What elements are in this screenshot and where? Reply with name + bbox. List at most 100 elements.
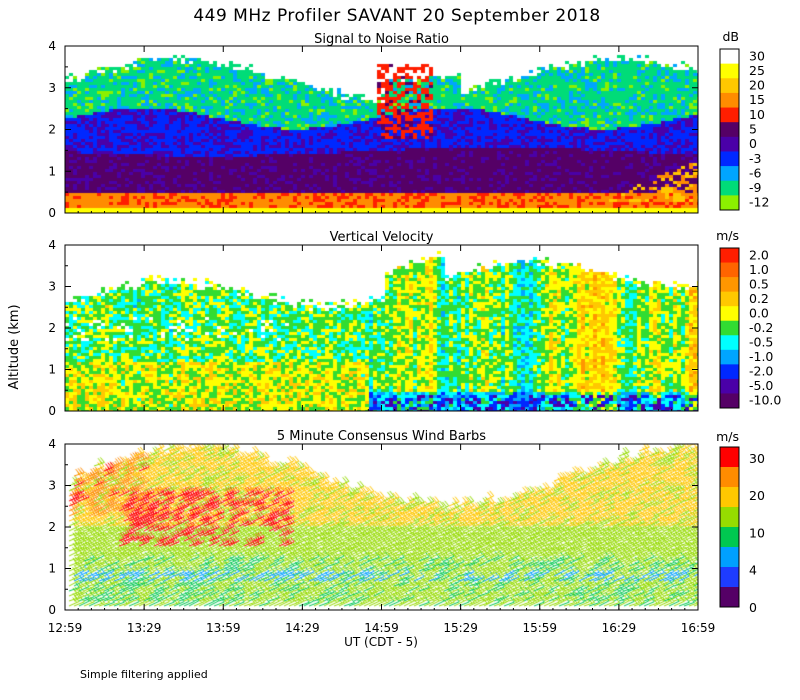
colorbar-2-label: -5.0: [749, 378, 773, 393]
colorbar-1-swatch: [720, 107, 739, 123]
colorbar-3-swatch: [720, 467, 739, 488]
y-tick-label: 0: [48, 603, 56, 617]
colorbar-3-swatch: [720, 587, 739, 608]
colorbar-3-swatch: [720, 507, 739, 528]
colorbar-1-label: 15: [749, 92, 765, 107]
colorbar-2-swatch: [720, 349, 739, 365]
panel-2-data: [65, 245, 698, 411]
colorbar-2-swatch: [720, 306, 739, 322]
panel-3-data: [65, 444, 698, 610]
footnote: Simple filtering applied: [80, 668, 208, 681]
x-tick-labels: 12:59 13:29 13:59 14:29 14:59 15:29 15:59 16:29…: [48, 621, 716, 635]
x-tick-label: 15:29: [443, 621, 478, 635]
x-tick-label: 15:59: [522, 621, 557, 635]
y-tick-label: 2: [48, 321, 56, 335]
colorbar-3-swatch: [720, 487, 739, 508]
colorbar-1-swatch: [720, 195, 739, 211]
colorbar-1-label: -3: [749, 151, 761, 166]
y-tick-label: 1: [48, 164, 56, 178]
colorbar-2-label: 0.5: [749, 276, 769, 291]
colorbar-3-swatch: [720, 527, 739, 548]
colorbar-1-swatch: [720, 78, 739, 94]
x-tick-label: 12:59: [48, 621, 83, 635]
colorbar-1-label: 10: [749, 107, 765, 122]
y-tick-label: 2: [48, 520, 56, 534]
colorbar-2-swatch: [720, 378, 739, 394]
colorbar-1-swatch: [720, 92, 739, 109]
y-tick-label: 1: [48, 562, 56, 576]
x-tick-label: 14:29: [285, 621, 320, 635]
colorbar-2-swatch: [720, 262, 739, 278]
colorbar-1-label: 5: [749, 122, 757, 137]
colorbar-3-swatch: [720, 447, 739, 468]
colorbar-3-label: 20: [749, 488, 765, 503]
y-tick-label: 1: [48, 363, 56, 377]
colorbar-2-label: 0.0: [749, 305, 769, 320]
colorbar-1-label: 0: [749, 136, 757, 151]
colorbar-2-label: -2.0: [749, 364, 773, 379]
colorbar-3-frame: [719, 446, 740, 608]
panel-1-units: dB: [722, 29, 739, 44]
y-tick-label: 0: [48, 404, 56, 418]
colorbar-3-label: 30: [749, 451, 765, 466]
panel-3-units: m/s: [716, 429, 739, 444]
colorbar-2-swatch: [720, 393, 739, 409]
x-tick-label: 13:59: [206, 621, 241, 635]
colorbar-3-label: 4: [749, 563, 757, 578]
colorbar-3-swatch: [720, 567, 739, 588]
colorbar-2-swatch: [720, 291, 739, 307]
panel-2-title: Vertical Velocity: [330, 230, 434, 245]
colorbar-1-label: -6: [749, 165, 762, 180]
x-tick-label: 16:29: [602, 621, 637, 635]
y-tick-label: 2: [48, 123, 56, 137]
colorbar-3-swatch: [720, 547, 739, 568]
colorbar-1-swatch: [720, 122, 739, 138]
panels: Signal to Noise Ratio dB01234302520151050…: [48, 29, 781, 617]
main-title: 449 MHz Profiler SAVANT 20 September 201…: [193, 6, 600, 26]
colorbar-2-label: -0.5: [749, 335, 773, 350]
colorbar-3-label: 0: [749, 600, 757, 615]
y-tick-label: 0: [48, 206, 56, 220]
y-axis-label: Altitude (km): [7, 304, 22, 389]
panel-1-data: [65, 46, 698, 213]
colorbar-2-frame: [719, 247, 740, 409]
panel-1-title: Signal to Noise Ratio: [314, 32, 449, 47]
colorbar-1-swatch: [720, 49, 739, 65]
colorbar-1-frame: [719, 48, 740, 211]
colorbar-1-label: 30: [749, 48, 765, 63]
colorbar-3-label: 10: [749, 525, 765, 540]
y-tick-label: 3: [48, 280, 56, 294]
colorbar-2-swatch: [720, 335, 739, 351]
colorbar-2-swatch: [720, 320, 739, 336]
colorbar-1-swatch: [720, 180, 739, 196]
panel-3-title: 5 Minute Consensus Wind Barbs: [277, 429, 486, 444]
colorbar-2-label: 0.2: [749, 291, 769, 306]
colorbar-1-swatch: [720, 136, 739, 152]
colorbar-1-swatch: [720, 166, 739, 182]
colorbar-2-label: 1.0: [749, 262, 769, 277]
y-tick-label: 3: [48, 479, 56, 493]
y-tick-label: 4: [48, 238, 56, 252]
y-tick-label: 3: [48, 81, 56, 95]
colorbar-1-swatch: [720, 151, 739, 167]
y-tick-label: 4: [48, 437, 56, 451]
x-axis-label: UT (CDT - 5): [344, 635, 418, 649]
y-tick-label: 4: [48, 39, 56, 53]
colorbar-1-label: 20: [749, 78, 765, 93]
colorbar-2-label: -10.0: [749, 393, 781, 408]
colorbar-2-swatch: [720, 248, 739, 264]
colorbar-2-swatch: [720, 277, 739, 293]
x-tick-label: 16:59: [681, 621, 716, 635]
colorbar-1-label: -9: [749, 180, 762, 195]
x-tick-label: 14:59: [364, 621, 399, 635]
x-tick-label: 13:29: [127, 621, 162, 635]
colorbar-1-swatch: [720, 63, 739, 79]
panel-2-units: m/s: [716, 228, 739, 243]
colorbar-1-label: 25: [749, 63, 765, 78]
colorbar-2-label: -0.2: [749, 320, 773, 335]
colorbar-2-label: -1.0: [749, 349, 773, 364]
colorbar-1-label: -12: [749, 195, 769, 210]
colorbar-2-label: 2.0: [749, 247, 769, 262]
colorbar-2-swatch: [720, 364, 739, 380]
